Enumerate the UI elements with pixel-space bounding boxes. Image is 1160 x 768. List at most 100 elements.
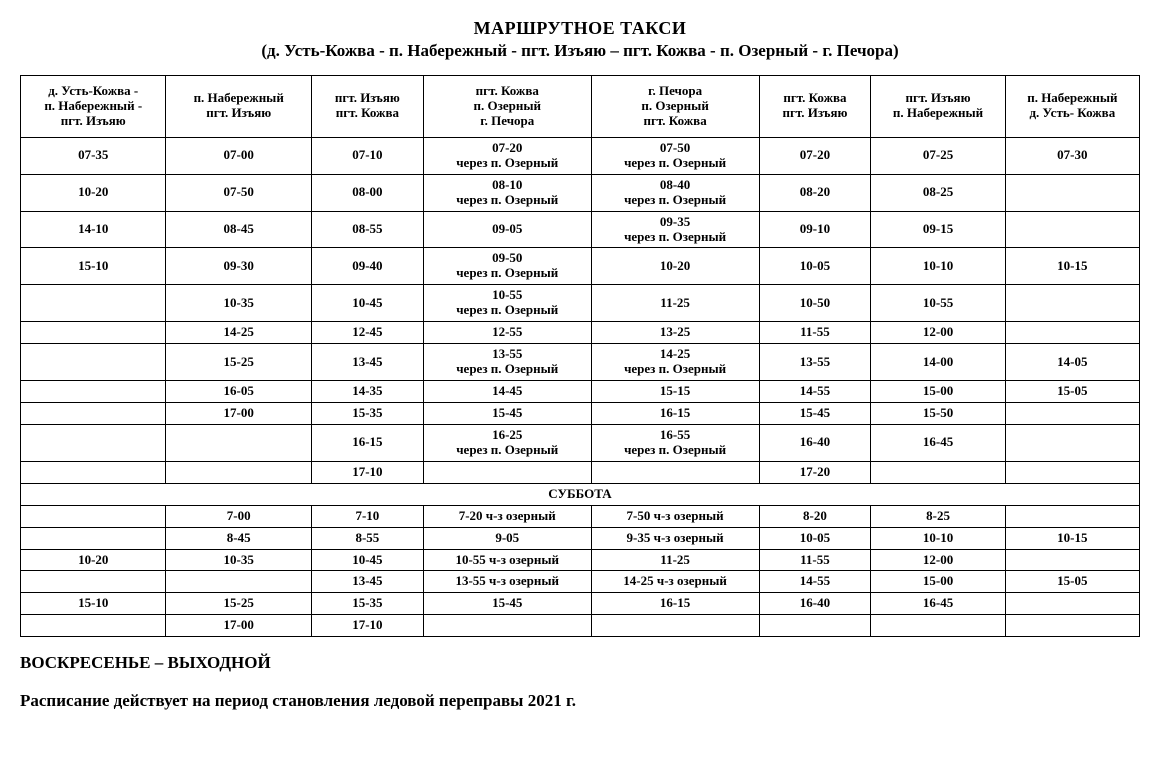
weekday-cell: 14-00	[871, 344, 1005, 381]
weekday-cell: 09-05	[423, 211, 591, 248]
weekday-cell: 15-15	[591, 381, 759, 403]
weekday-cell: 08-10через п. Озерный	[423, 174, 591, 211]
saturday-cell: 10-10	[871, 527, 1005, 549]
weekday-cell	[423, 461, 591, 483]
column-header-4: г. Печорап. Озерныйпгт. Кожва	[591, 76, 759, 138]
saturday-row: 10-2010-3510-4510-55 ч-з озерный11-2511-…	[21, 549, 1140, 571]
saturday-cell	[166, 571, 311, 593]
weekday-cell: 12-55	[423, 322, 591, 344]
saturday-cell: 16-45	[871, 593, 1005, 615]
weekday-row: 15-2513-4513-55через п. Озерный14-25чере…	[21, 344, 1140, 381]
weekday-cell	[166, 424, 311, 461]
weekday-cell	[21, 402, 166, 424]
weekday-cell: 16-15	[591, 402, 759, 424]
weekday-cell: 17-20	[759, 461, 871, 483]
weekday-row: 14-1008-4508-5509-0509-35через п. Озерны…	[21, 211, 1140, 248]
weekday-cell: 16-05	[166, 381, 311, 403]
saturday-cell: 16-15	[591, 593, 759, 615]
saturday-cell: 8-25	[871, 505, 1005, 527]
weekday-cell	[1005, 424, 1139, 461]
saturday-cell: 10-05	[759, 527, 871, 549]
column-header-1: п. Набережныйпгт. Изъяю	[166, 76, 311, 138]
saturday-row: 15-1015-2515-3515-4516-1516-4016-45	[21, 593, 1140, 615]
validity-note: Расписание действует на период становлен…	[20, 691, 1140, 711]
saturday-cell	[21, 615, 166, 637]
weekday-cell: 16-40	[759, 424, 871, 461]
saturday-cell: 10-55 ч-з озерный	[423, 549, 591, 571]
weekday-cell: 17-10	[311, 461, 423, 483]
weekday-cell: 10-15	[1005, 248, 1139, 285]
weekday-cell	[871, 461, 1005, 483]
saturday-cell: 12-00	[871, 549, 1005, 571]
saturday-header-row: СУББОТА	[21, 483, 1140, 505]
weekday-cell: 13-25	[591, 322, 759, 344]
saturday-row: 17-0017-10	[21, 615, 1140, 637]
weekday-cell	[1005, 461, 1139, 483]
saturday-cell: 9-05	[423, 527, 591, 549]
weekday-cell: 16-45	[871, 424, 1005, 461]
saturday-cell: 8-20	[759, 505, 871, 527]
weekday-row: 14-2512-4512-5513-2511-5512-00	[21, 322, 1140, 344]
weekday-cell: 12-00	[871, 322, 1005, 344]
weekday-cell: 08-45	[166, 211, 311, 248]
weekday-cell: 07-00	[166, 137, 311, 174]
weekday-cell: 07-20	[759, 137, 871, 174]
weekday-row: 15-1009-3009-4009-50через п. Озерный10-2…	[21, 248, 1140, 285]
weekday-cell	[21, 424, 166, 461]
weekday-cell: 14-45	[423, 381, 591, 403]
saturday-cell: 15-05	[1005, 571, 1139, 593]
saturday-cell: 15-25	[166, 593, 311, 615]
weekday-row: 17-0015-3515-4516-1515-4515-50	[21, 402, 1140, 424]
weekday-cell: 07-50	[166, 174, 311, 211]
saturday-cell: 13-55 ч-з озерный	[423, 571, 591, 593]
weekday-cell: 14-05	[1005, 344, 1139, 381]
weekday-cell	[591, 461, 759, 483]
saturday-cell: 11-55	[759, 549, 871, 571]
weekday-cell: 10-20	[591, 248, 759, 285]
table-header-row: д. Усть-Кожва -п. Набережный -пгт. Изъяю…	[21, 76, 1140, 138]
weekday-cell: 08-20	[759, 174, 871, 211]
weekday-cell: 10-20	[21, 174, 166, 211]
saturday-cell: 15-10	[21, 593, 166, 615]
weekday-cell: 15-10	[21, 248, 166, 285]
weekday-cell: 07-25	[871, 137, 1005, 174]
weekday-cell: 09-10	[759, 211, 871, 248]
weekday-cell: 10-45	[311, 285, 423, 322]
saturday-cell	[1005, 505, 1139, 527]
saturday-cell	[1005, 615, 1139, 637]
weekday-cell: 08-40через п. Озерный	[591, 174, 759, 211]
weekday-cell: 16-25через п. Озерный	[423, 424, 591, 461]
weekday-cell: 13-55	[759, 344, 871, 381]
saturday-cell: 7-00	[166, 505, 311, 527]
weekday-cell: 14-25через п. Озерный	[591, 344, 759, 381]
weekday-cell: 15-25	[166, 344, 311, 381]
saturday-cell	[871, 615, 1005, 637]
saturday-cell: 7-50 ч-з озерный	[591, 505, 759, 527]
weekday-cell: 07-10	[311, 137, 423, 174]
saturday-cell: 7-10	[311, 505, 423, 527]
saturday-cell: 15-00	[871, 571, 1005, 593]
weekday-cell	[21, 461, 166, 483]
weekday-cell: 17-00	[166, 402, 311, 424]
weekday-cell: 14-25	[166, 322, 311, 344]
column-header-7: п. Набережныйд. Усть- Кожва	[1005, 76, 1139, 138]
weekday-cell	[1005, 402, 1139, 424]
weekday-cell: 09-40	[311, 248, 423, 285]
saturday-cell: 10-35	[166, 549, 311, 571]
weekday-cell: 14-55	[759, 381, 871, 403]
saturday-cell: 15-45	[423, 593, 591, 615]
weekday-cell: 09-30	[166, 248, 311, 285]
weekday-row: 10-3510-4510-55через п. Озерный11-2510-5…	[21, 285, 1140, 322]
weekday-cell: 15-35	[311, 402, 423, 424]
weekday-row: 16-0514-3514-4515-1514-5515-0015-05	[21, 381, 1140, 403]
weekday-cell: 08-55	[311, 211, 423, 248]
saturday-cell: 17-00	[166, 615, 311, 637]
column-header-6: пгт. Изъяюп. Набережный	[871, 76, 1005, 138]
weekday-cell: 16-55через п. Озерный	[591, 424, 759, 461]
weekday-cell	[21, 322, 166, 344]
weekday-cell: 16-15	[311, 424, 423, 461]
weekday-cell: 15-45	[423, 402, 591, 424]
saturday-cell: 8-45	[166, 527, 311, 549]
weekday-cell: 09-50через п. Озерный	[423, 248, 591, 285]
weekday-cell: 15-50	[871, 402, 1005, 424]
